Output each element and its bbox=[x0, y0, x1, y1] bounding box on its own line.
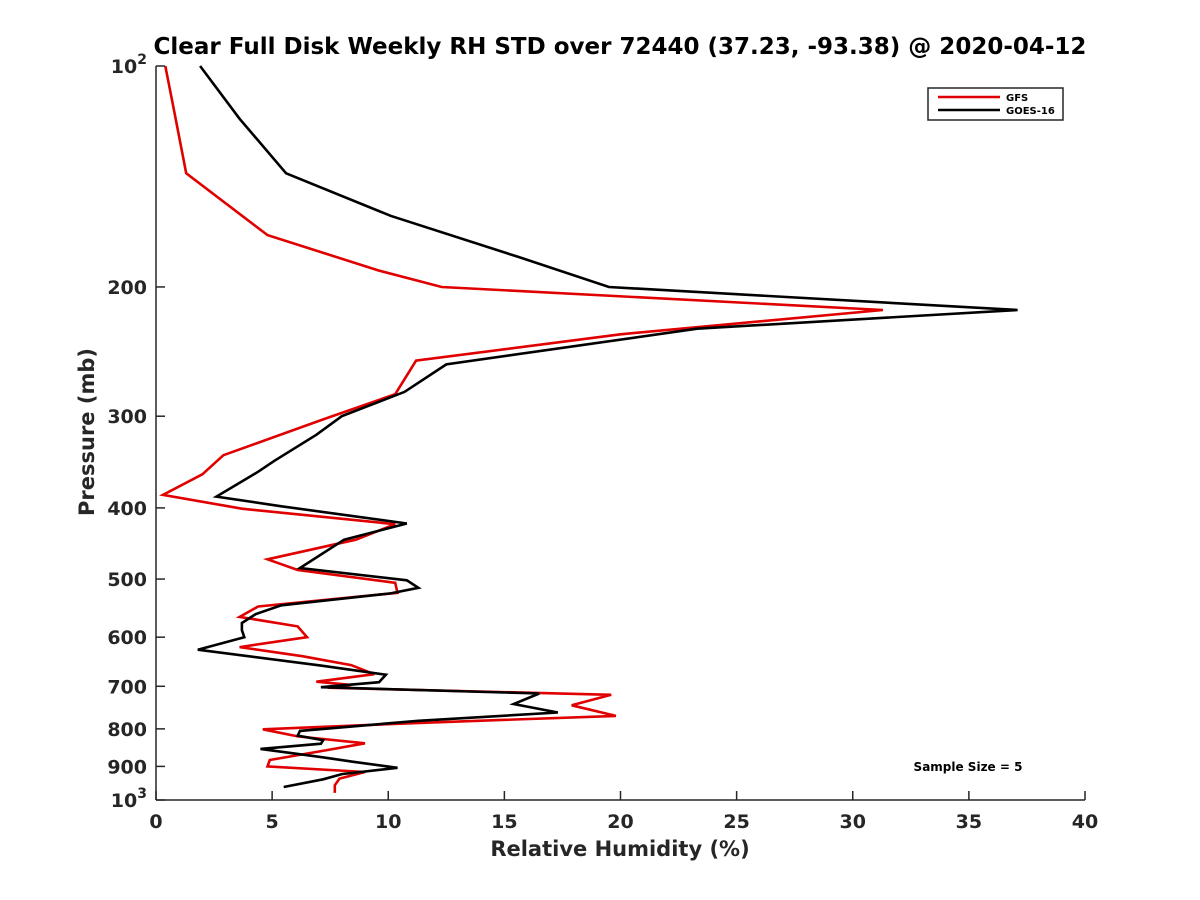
x-tick-label: 5 bbox=[266, 811, 279, 833]
x-tick-label: 40 bbox=[1072, 811, 1098, 833]
x-axis-label: Relative Humidity (%) bbox=[490, 837, 749, 861]
plot-area: 0 5 10 15 20 25 30 35 40 102 200 300 400 500 600 700 800… bbox=[107, 52, 1098, 833]
series-line-gfs bbox=[159, 65, 884, 793]
y-tick-label: 103 bbox=[111, 786, 147, 812]
x-tick-label: 35 bbox=[956, 811, 982, 833]
x-tick-label: 25 bbox=[723, 811, 749, 833]
y-tick-label: 300 bbox=[107, 406, 147, 428]
y-tick-label: 200 bbox=[107, 277, 147, 299]
y-tick-label: 900 bbox=[107, 756, 147, 778]
legend-label-gfs: GFS bbox=[1006, 93, 1028, 104]
legend-box bbox=[927, 87, 1064, 121]
y-tick-label: 800 bbox=[107, 719, 147, 741]
y-axis-label: Pressure (mb) bbox=[75, 348, 99, 516]
y-tick-label: 500 bbox=[107, 569, 147, 591]
y-tick-label: 102 bbox=[111, 52, 147, 78]
chart-title: Clear Full Disk Weekly RH STD over 72440… bbox=[154, 34, 1087, 60]
legend-label-goes-16: GOES-16 bbox=[1006, 106, 1055, 117]
y-tick-label: 400 bbox=[107, 498, 147, 520]
y-tick-label: 600 bbox=[107, 627, 147, 649]
x-tick-label: 30 bbox=[840, 811, 866, 833]
y-tick-label: 700 bbox=[107, 676, 147, 698]
x-tick-label: 20 bbox=[607, 811, 633, 833]
x-tick-label: 10 bbox=[375, 811, 401, 833]
legend: GFS GOES-16 bbox=[927, 87, 1064, 121]
x-tick-label: 0 bbox=[149, 811, 162, 833]
sample-size-annotation: Sample Size = 5 bbox=[914, 760, 1023, 774]
series-line-goes-16 bbox=[197, 65, 1018, 789]
x-tick-label: 15 bbox=[491, 811, 517, 833]
